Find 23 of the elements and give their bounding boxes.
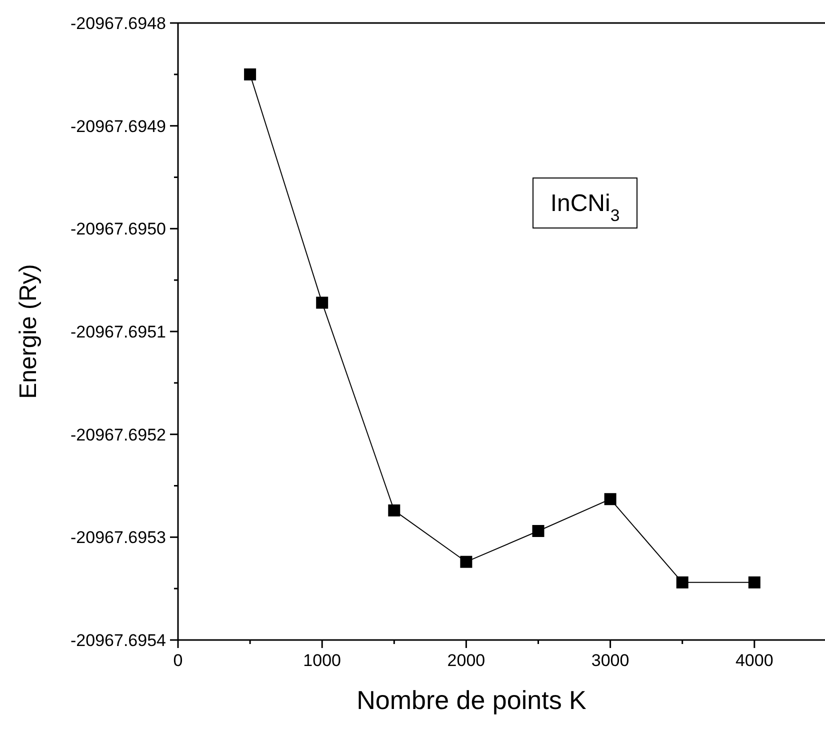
point [748,576,760,588]
x-tick-label: 0 [173,651,183,670]
annotation: InCNi$_{3}$ [550,190,620,224]
x-tick-label: 4000 [735,651,774,670]
y-axis-title: Energie (Ry) [15,264,42,399]
y-tick-label: -20967.6951 [70,322,166,342]
point [604,493,616,506]
x-tick-label: 2000 [447,651,486,670]
y-tick-label: -20967.6954 [70,631,166,650]
point [676,576,688,588]
point [532,524,544,537]
x-tick-label: 1000 [303,651,342,670]
y-tick-label: -20967.6953 [70,528,166,548]
point [388,504,400,516]
point [460,556,472,568]
y-tick-label: -20967.6952 [70,425,166,444]
x-axis-title: Nombre de points K [356,685,588,715]
y-tick-label: -20967.6949 [70,116,166,136]
x-tick-label: 3000 [591,651,630,670]
y-tick-label: -20967.6950 [70,220,166,239]
point [316,296,328,309]
point [244,68,256,80]
y-tick-label: -20967.6948 [70,14,166,33]
